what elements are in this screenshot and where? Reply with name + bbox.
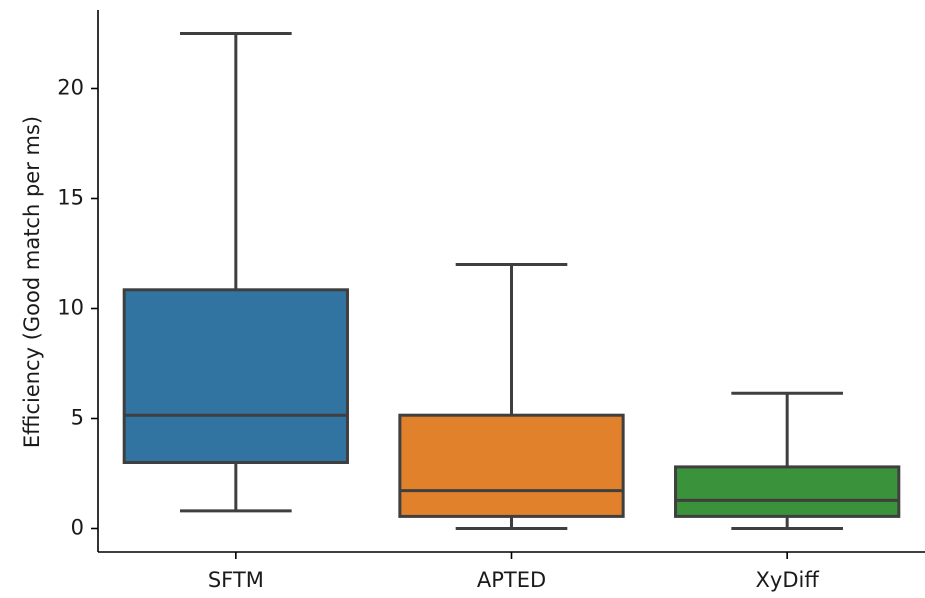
y-axis-label: Efficiency (Good match per ms) bbox=[20, 116, 44, 448]
y-tick-label: 20 bbox=[57, 76, 84, 100]
box-apted bbox=[398, 263, 625, 530]
iqr-box bbox=[398, 413, 625, 518]
y-ticks-group: 0 5 10 15 20 bbox=[57, 76, 98, 540]
y-tick-label: 0 bbox=[71, 516, 84, 540]
iqr-box bbox=[122, 288, 349, 464]
iqr-box bbox=[674, 465, 901, 518]
x-ticks-group: SFTM APTED XyDiff bbox=[208, 552, 820, 592]
y-tick-label: 5 bbox=[71, 406, 84, 430]
x-tick-label: XyDiff bbox=[756, 568, 820, 592]
x-tick-label: APTED bbox=[477, 568, 546, 592]
y-tick-label: 10 bbox=[57, 296, 84, 320]
x-tick-label: SFTM bbox=[208, 568, 264, 592]
boxes-group bbox=[122, 32, 901, 530]
box-sftm bbox=[122, 32, 349, 513]
y-tick-label: 15 bbox=[57, 186, 84, 210]
box-xydiff bbox=[674, 391, 901, 530]
